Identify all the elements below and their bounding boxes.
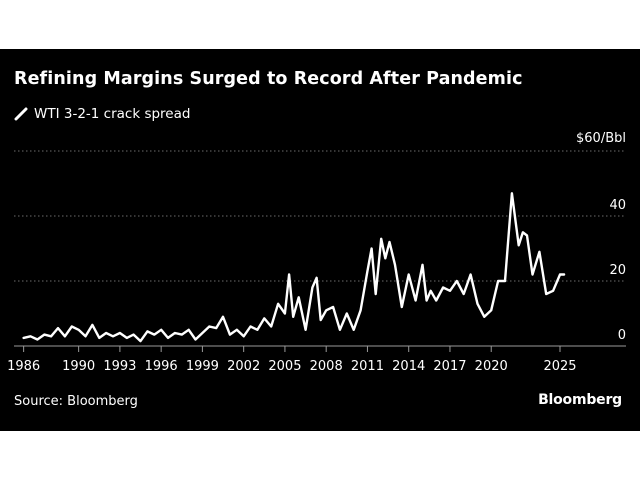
line-swatch-icon [14,107,28,121]
x-tick-label: 1999 [186,359,219,374]
legend: WTI 3-2-1 crack spread [14,106,190,122]
x-tick-label: 2002 [227,359,260,374]
x-tick-label: 2005 [268,359,301,374]
x-tick-label: 2025 [543,359,576,374]
y-tick-label: 20 [609,263,626,278]
legend-label: WTI 3-2-1 crack spread [34,106,191,122]
x-tick-label: 1986 [7,359,40,374]
x-tick-label: 1993 [103,359,136,374]
y-unit-label: $60/Bbl [576,131,626,146]
source-note: Source: Bloomberg [14,394,138,409]
x-tick-label: 2008 [310,359,343,374]
x-tick-label: 1990 [62,359,95,374]
x-tick-label: 2017 [433,359,466,374]
y-tick-label: 40 [609,198,626,213]
x-tick-label: 1996 [145,359,178,374]
series-line [22,192,566,343]
chart-title: Refining Margins Surged to Record After … [14,69,523,89]
line-chart: 40 20 0 $60/Bbl 1986 1990 1993 1996 1999 2002 2005… [7,131,626,374]
x-tick-label: 2011 [351,359,384,374]
brand-logo: Bloomberg [538,392,622,408]
x-tick-label: 2020 [475,359,508,374]
x-tick-label: 2014 [392,359,425,374]
chart-card: Refining Margins Surged to Record After … [0,49,640,431]
y-tick-label: 0 [618,328,626,343]
